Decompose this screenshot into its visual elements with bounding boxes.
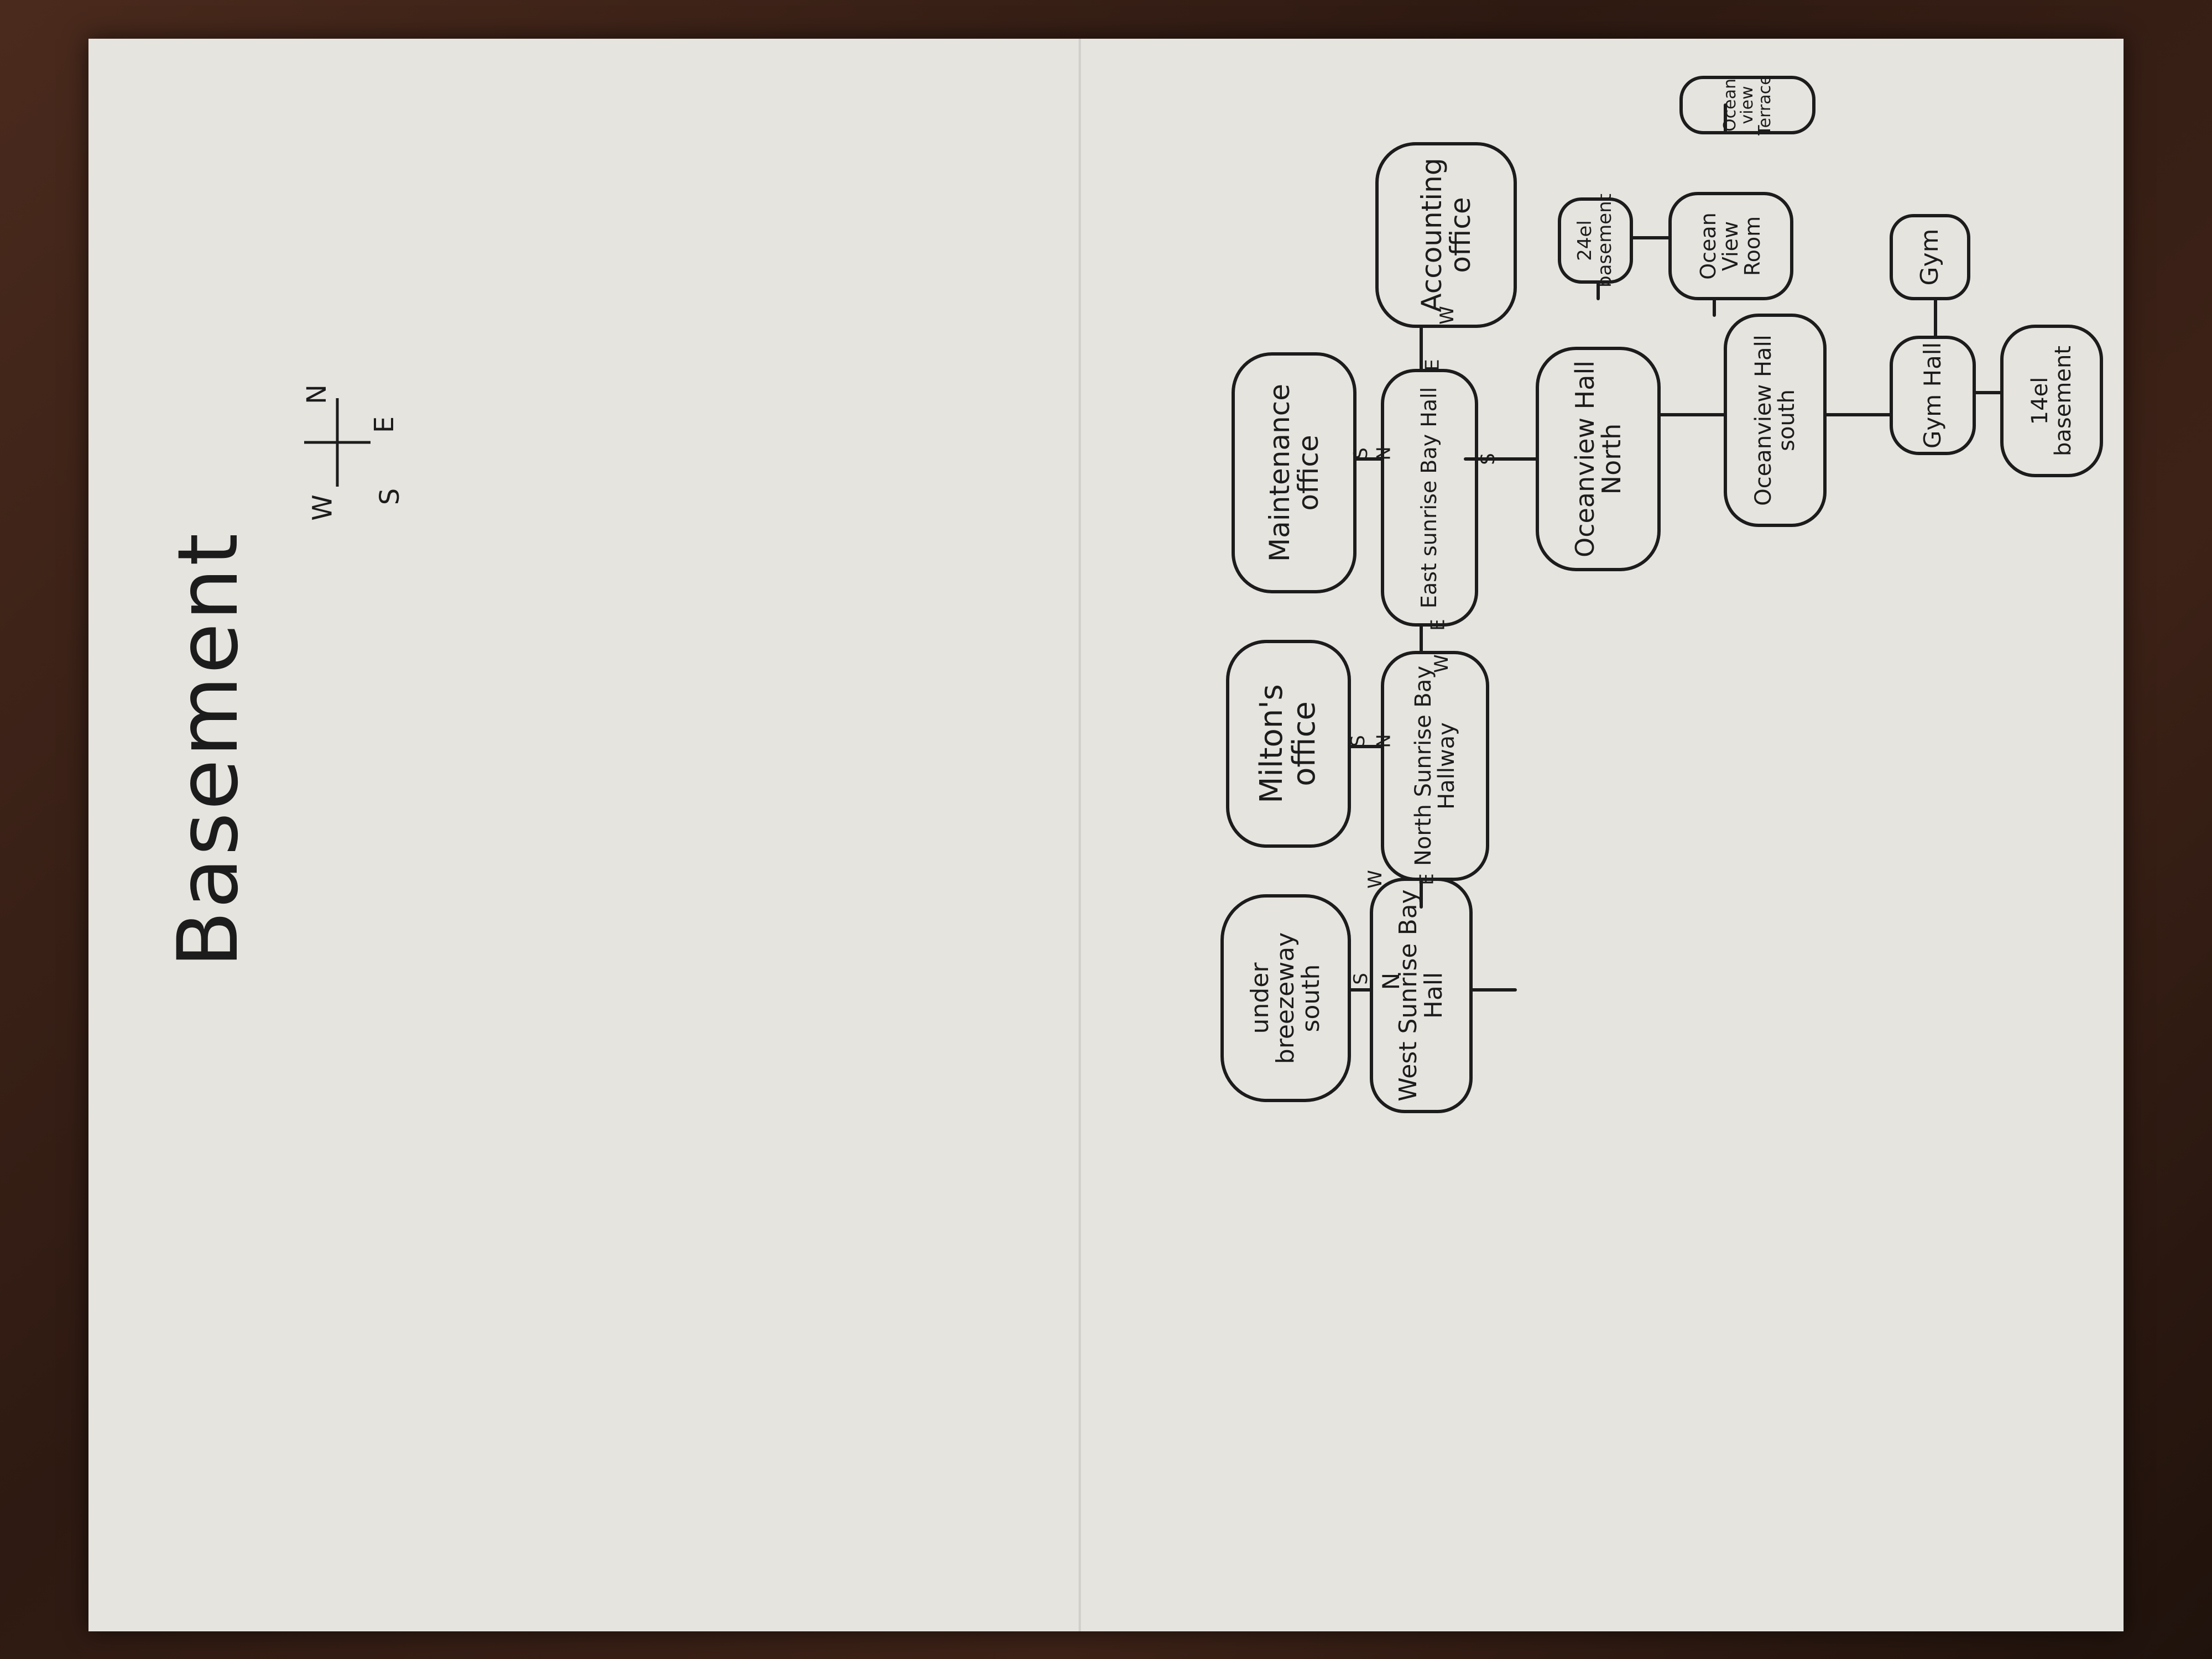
dir-n-west: N xyxy=(1378,972,1405,990)
compass-rose: N E S W xyxy=(254,326,420,547)
label-ovroom: Ocean View Room xyxy=(1696,212,1765,280)
label-west-sunrise: West Sunrise Bay Hall xyxy=(1394,889,1448,1102)
label-14el: 14el basement xyxy=(2027,346,2076,456)
paper-fold xyxy=(1078,39,1082,1631)
label-maintenance: Maintenance office xyxy=(1263,384,1325,562)
box-ovnorth xyxy=(1536,347,1661,571)
dir-s-breezeway: S xyxy=(1349,973,1372,985)
label-accounting: Accounting office xyxy=(1415,158,1477,312)
box-ovsouth xyxy=(1724,314,1827,527)
label-ovsouth: Oceanview Hall south xyxy=(1751,335,1799,506)
dir-n-east: N xyxy=(1373,446,1395,461)
label-under-breezeway: under breezeway south xyxy=(1245,932,1326,1065)
dir-s-milton: S xyxy=(1347,735,1369,747)
label-east-sunrise: East sunrise Bay Hall xyxy=(1417,387,1442,609)
dir-s-east: S xyxy=(1477,453,1499,465)
box-north-sunrise xyxy=(1381,651,1489,881)
label-ovnorth: Oceanview Hall North xyxy=(1569,360,1626,558)
box-gymhall xyxy=(1890,336,1976,455)
box-24el xyxy=(1558,197,1633,284)
box-14el xyxy=(2000,325,2103,477)
label-gym: Gym xyxy=(1915,228,1944,286)
box-gym xyxy=(1890,214,1970,300)
dir-w-east: W xyxy=(1430,654,1453,673)
box-east-sunrise xyxy=(1381,369,1478,627)
box-ovroom xyxy=(1668,192,1793,300)
dir-e-west: E xyxy=(1416,873,1438,885)
box-miltons-office xyxy=(1226,640,1351,848)
dir-n-north: N xyxy=(1373,734,1395,748)
dir-w-north: W xyxy=(1364,870,1386,889)
box-terrace xyxy=(1679,76,1815,134)
label-miltons-office: Milton's office xyxy=(1254,684,1322,804)
dir-e-east: E xyxy=(1421,359,1444,371)
box-maintenance xyxy=(1232,352,1357,593)
map-connections xyxy=(1220,76,2103,1113)
box-accounting xyxy=(1375,142,1517,328)
paper-sheet: Basement N E S W xyxy=(88,39,2124,1631)
label-terrace: Ocean view Terrace xyxy=(1720,75,1775,135)
compass-cross-icon xyxy=(304,398,371,487)
dir-s-maint: S xyxy=(1349,447,1372,460)
label-gymhall: Gym Hall xyxy=(1918,342,1946,449)
box-under-breezeway xyxy=(1220,894,1351,1102)
label-north-sunrise: North Sunrise Bay Hallway xyxy=(1411,665,1459,867)
dir-w-accounting: W xyxy=(1436,306,1458,325)
label-24el: 24el basement xyxy=(1574,194,1616,288)
dir-e-north: E xyxy=(1427,619,1449,631)
